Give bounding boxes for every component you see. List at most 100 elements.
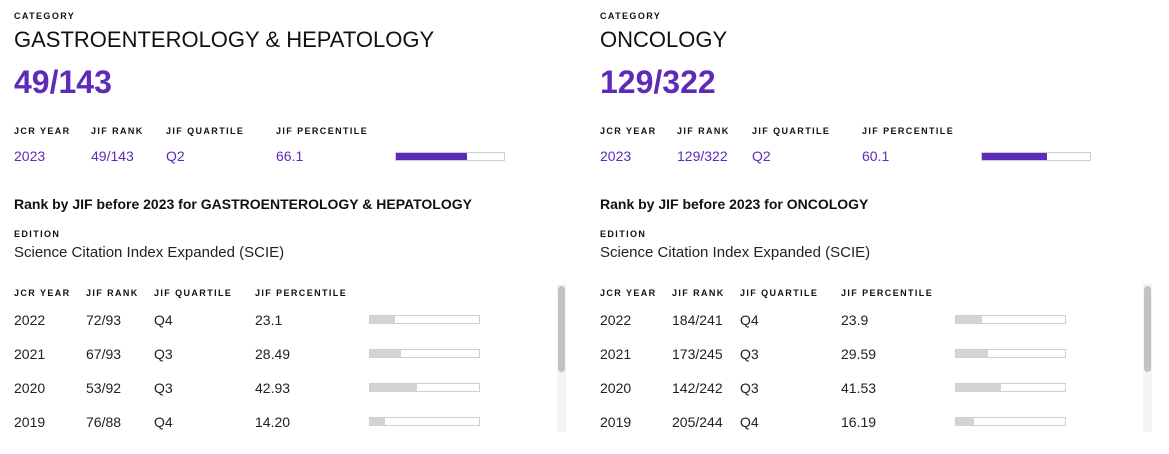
row-rank: 184/241	[672, 312, 723, 328]
row-percentile-bar	[369, 417, 480, 426]
history-title: Rank by JIF before 2023 for GASTROENTERO…	[14, 196, 472, 212]
history-jif-rank-header: JIF RANK	[672, 288, 725, 298]
row-rank: 142/242	[672, 380, 723, 396]
table-row: 2020 142/242 Q3 41.53	[600, 380, 1140, 414]
row-quartile: Q3	[740, 346, 759, 362]
row-percentile: 23.1	[255, 312, 283, 328]
row-quartile: Q4	[740, 312, 759, 328]
table-row: 2021 173/245 Q3 29.59	[600, 346, 1140, 380]
edition-name: Science Citation Index Expanded (SCIE)	[600, 244, 871, 261]
row-year: 2019	[600, 414, 632, 430]
row-quartile: Q4	[154, 414, 173, 430]
current-percentile: 60.1	[862, 148, 890, 164]
row-percentile-bar	[369, 349, 480, 358]
percentile-bar-fill	[370, 418, 386, 425]
current-percentile: 66.1	[276, 148, 304, 164]
row-year: 2020	[14, 380, 46, 396]
jif-rank-header: JIF RANK	[677, 126, 730, 136]
percentile-bar-fill	[956, 316, 983, 323]
row-percentile-bar	[955, 315, 1066, 324]
category-label: CATEGORY	[14, 11, 76, 21]
row-rank: 72/93	[86, 312, 122, 328]
rank-history-table: JCR YEAR JIF RANK JIF QUARTILE JIF PERCE…	[600, 284, 1152, 432]
percentile-bar-fill	[956, 384, 1002, 391]
scrollbar-thumb[interactable]	[1144, 286, 1151, 372]
table-row: 2019 205/244 Q4 16.19	[600, 414, 1140, 432]
table-row: 2020 53/92 Q3 42.93	[14, 380, 554, 414]
percentile-bar-fill	[370, 350, 402, 357]
history-jif-quartile-header: JIF QUARTILE	[154, 288, 233, 298]
row-percentile-bar	[369, 315, 480, 324]
table-row: 2022 72/93 Q4 23.1	[14, 312, 554, 346]
percentile-bar-fill	[370, 384, 417, 391]
row-percentile-bar	[369, 383, 480, 392]
percentile-bar-fill	[956, 350, 989, 357]
category-rank: 129/322	[600, 64, 716, 100]
rank-history-table: JCR YEAR JIF RANK JIF QUARTILE JIF PERCE…	[14, 284, 566, 432]
current-quartile: Q2	[166, 148, 185, 164]
current-year: 2023	[600, 148, 632, 164]
percentile-bar-fill	[982, 153, 1047, 160]
history-scrollbar[interactable]	[1143, 284, 1152, 432]
history-title: Rank by JIF before 2023 for ONCOLOGY	[600, 196, 869, 212]
history-scrollbar[interactable]	[557, 284, 566, 432]
table-row: 2019 76/88 Q4 14.20	[14, 414, 554, 432]
jcr-year-header: JCR YEAR	[600, 126, 657, 136]
row-percentile: 28.49	[255, 346, 291, 362]
row-year: 2022	[600, 312, 632, 328]
row-quartile: Q3	[154, 346, 173, 362]
row-rank: 67/93	[86, 346, 122, 362]
category-label: CATEGORY	[600, 11, 662, 21]
history-jif-quartile-header: JIF QUARTILE	[740, 288, 819, 298]
edition-name: Science Citation Index Expanded (SCIE)	[14, 244, 285, 261]
jif-percentile-header: JIF PERCENTILE	[276, 126, 369, 136]
row-year: 2021	[600, 346, 632, 362]
table-row: 2022 184/241 Q4 23.9	[600, 312, 1140, 346]
percentile-bar-fill	[396, 153, 468, 160]
row-rank: 173/245	[672, 346, 723, 362]
jif-percentile-header: JIF PERCENTILE	[862, 126, 955, 136]
row-quartile: Q4	[154, 312, 173, 328]
percentile-bar-fill	[956, 418, 974, 425]
current-rank: 49/143	[91, 148, 134, 164]
category-name: ONCOLOGY	[600, 27, 728, 52]
history-jcr-year-header: JCR YEAR	[14, 288, 71, 298]
scrollbar-thumb[interactable]	[558, 286, 565, 372]
category-name: GASTROENTEROLOGY & HEPATOLOGY	[14, 27, 435, 52]
row-percentile: 23.9	[841, 312, 869, 328]
row-quartile: Q3	[740, 380, 759, 396]
row-percentile: 14.20	[255, 414, 291, 430]
jcr-year-header: JCR YEAR	[14, 126, 71, 136]
jif-quartile-header: JIF QUARTILE	[166, 126, 245, 136]
row-quartile: Q4	[740, 414, 759, 430]
history-jif-percentile-header: JIF PERCENTILE	[255, 288, 348, 298]
current-percentile-bar	[395, 152, 505, 161]
jif-quartile-header: JIF QUARTILE	[752, 126, 831, 136]
edition-label: EDITION	[600, 229, 647, 239]
jif-rank-header: JIF RANK	[91, 126, 144, 136]
row-percentile-bar	[955, 383, 1066, 392]
row-percentile: 41.53	[841, 380, 877, 396]
history-jif-rank-header: JIF RANK	[86, 288, 139, 298]
row-year: 2020	[600, 380, 632, 396]
row-percentile: 42.93	[255, 380, 291, 396]
table-row: 2021 67/93 Q3 28.49	[14, 346, 554, 380]
row-quartile: Q3	[154, 380, 173, 396]
current-rank: 129/322	[677, 148, 728, 164]
edition-label: EDITION	[14, 229, 61, 239]
current-percentile-bar	[981, 152, 1091, 161]
percentile-bar-fill	[370, 316, 396, 323]
current-quartile: Q2	[752, 148, 771, 164]
row-percentile: 29.59	[841, 346, 877, 362]
row-percentile: 16.19	[841, 414, 877, 430]
row-percentile-bar	[955, 349, 1066, 358]
row-rank: 53/92	[86, 380, 122, 396]
row-year: 2021	[14, 346, 46, 362]
row-percentile-bar	[955, 417, 1066, 426]
row-rank: 76/88	[86, 414, 122, 430]
history-jcr-year-header: JCR YEAR	[600, 288, 657, 298]
category-panel-gastroenterology: CATEGORY GASTROENTEROLOGY & HEPATOLOGY 4…	[14, 0, 574, 454]
category-panel-oncology: CATEGORY ONCOLOGY 129/322 JCR YEAR JIF R…	[600, 0, 1160, 454]
row-year: 2019	[14, 414, 46, 430]
category-rank: 49/143	[14, 64, 112, 100]
